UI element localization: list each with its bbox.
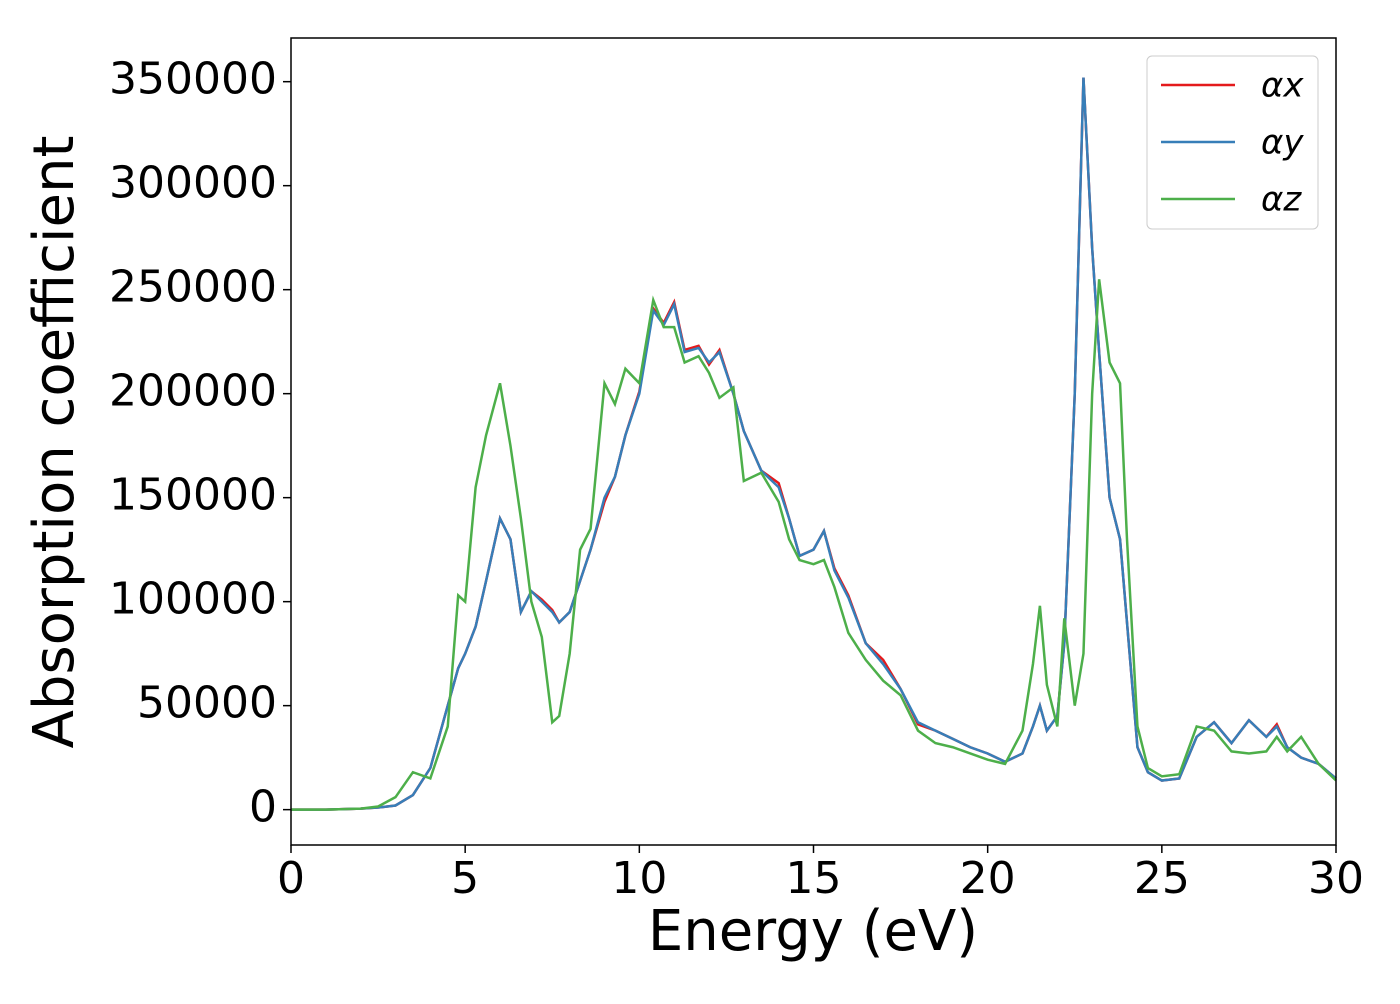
x-tick-label: 20 xyxy=(960,853,1016,904)
plot-frame xyxy=(290,37,1337,846)
x-tick-label: 10 xyxy=(611,853,667,904)
y-tick-label: 200000 xyxy=(109,366,277,417)
legend-label: αy xyxy=(1261,123,1304,163)
x-tick-label: 30 xyxy=(1308,853,1364,904)
y-tick-label: 150000 xyxy=(109,470,277,521)
x-tick-label: 0 xyxy=(277,853,305,904)
legend-label: αz xyxy=(1261,180,1302,220)
x-tick-label: 5 xyxy=(451,853,479,904)
y-tick-label: 350000 xyxy=(109,54,277,105)
x-tick-label: 15 xyxy=(786,853,842,904)
y-axis-label: Absorption coefficient xyxy=(22,136,87,749)
legend-label: αx xyxy=(1261,66,1304,106)
y-tick-label: 250000 xyxy=(109,262,277,313)
y-tick-label: 100000 xyxy=(109,574,277,625)
x-tick-label: 25 xyxy=(1134,853,1190,904)
y-tick-label: 0 xyxy=(249,782,277,833)
x-axis-label: Energy (eV) xyxy=(648,899,978,964)
y-tick-label: 300000 xyxy=(109,158,277,209)
y-tick-label: 50000 xyxy=(137,678,277,729)
series-line xyxy=(291,279,1337,811)
series-line xyxy=(291,77,1337,811)
